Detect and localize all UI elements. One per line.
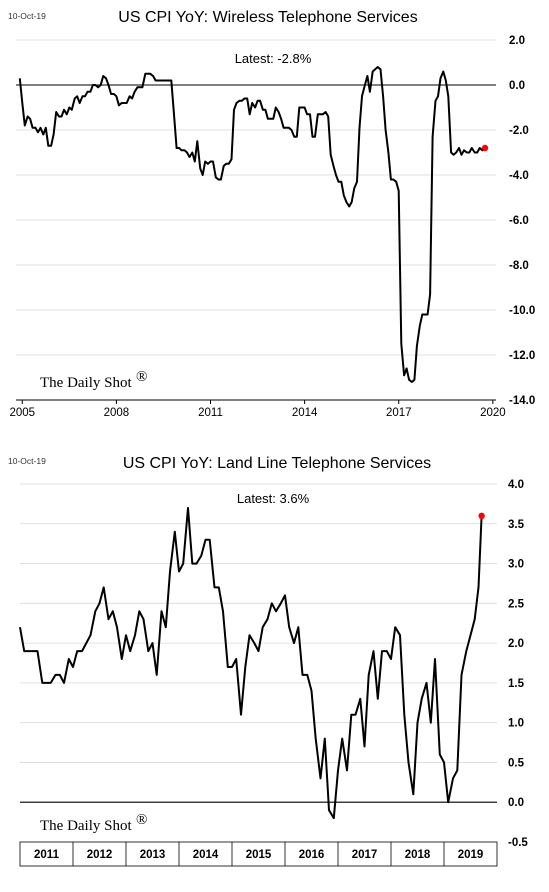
wireless-x-tick-label: 2017: [386, 407, 412, 419]
landline-y-tick-label: 0.0: [508, 797, 524, 809]
landline-latest-annotation: Latest: 3.6%: [237, 491, 310, 506]
landline-category-label: 2012: [87, 849, 113, 861]
landline-category-label: 2019: [458, 849, 484, 861]
wireless-date-label: 10-Oct-19: [8, 11, 46, 21]
wireless-x-tick-label: 2005: [9, 407, 35, 419]
landline-category-label: 2013: [140, 849, 166, 861]
wireless-latest-point: [481, 144, 489, 152]
landline-brand-text: The Daily Shot: [40, 818, 132, 834]
landline-category-label: 2015: [246, 849, 272, 861]
landline-chart-panel: 10-Oct-19 US CPI YoY: Land Line Telephon…: [8, 455, 528, 867]
landline-chart-title: US CPI YoY: Land Line Telephone Services: [123, 455, 431, 472]
wireless-series-line: [18, 66, 486, 383]
landline-category-label: 2016: [299, 849, 325, 861]
wireless-y-tick-label: 0.0: [509, 80, 525, 92]
landline-series-line: [19, 506, 483, 820]
landline-category-label: 2011: [34, 849, 60, 861]
wireless-chart-panel: 10-Oct-19 US CPI YoY: Wireless Telephone…: [8, 9, 535, 419]
landline-y-tick-label: 3.0: [508, 559, 524, 571]
landline-y-tick-label: 3.5: [508, 519, 525, 531]
landline-category-label: 2018: [405, 849, 431, 861]
wireless-x-tick-label: 2020: [480, 407, 506, 419]
wireless-y-tick-label: -8.0: [509, 260, 529, 272]
wireless-y-tick-label: -10.0: [509, 305, 535, 317]
wireless-y-tick-label: -14.0: [509, 395, 535, 407]
landline-y-tick-label: 1.5: [508, 678, 525, 690]
landline-brand: The Daily Shot ®: [40, 812, 147, 834]
landline-category-label: 2017: [352, 849, 378, 861]
wireless-latest-annotation: Latest: -2.8%: [235, 51, 312, 66]
landline-category-label: 2014: [193, 849, 219, 861]
wireless-x-tick-label: 2008: [104, 407, 130, 419]
landline-brand-mark: ®: [136, 812, 147, 828]
wireless-brand: The Daily Shot ®: [40, 369, 147, 391]
landline-y-tick-label: 0.5: [508, 757, 525, 769]
wireless-x-tick-label: 2014: [292, 407, 318, 419]
landline-latest-point: [478, 512, 485, 520]
wireless-y-tick-label: -2.0: [509, 125, 529, 137]
wireless-y-tick-label: 2.0: [509, 35, 525, 47]
wireless-brand-text: The Daily Shot: [40, 375, 132, 391]
landline-y-tick-label: 2.5: [508, 598, 525, 610]
landline-y-tick-label: 2.0: [508, 638, 524, 650]
landline-date-label: 10-Oct-19: [8, 456, 46, 466]
wireless-x-tick-label: 2011: [198, 407, 223, 419]
wireless-y-tick-label: -12.0: [509, 350, 535, 362]
wireless-brand-mark: ®: [136, 369, 147, 385]
landline-y-tick-label: 1.0: [508, 718, 524, 730]
landline-y-tick-label: -0.5: [508, 837, 528, 849]
landline-category-axis-box: [19, 841, 498, 867]
landline-y-tick-label: 4.0: [508, 479, 524, 491]
wireless-y-tick-label: -4.0: [509, 170, 529, 182]
wireless-y-tick-label: -6.0: [509, 215, 529, 227]
wireless-chart-title: US CPI YoY: Wireless Telephone Services: [118, 9, 417, 26]
